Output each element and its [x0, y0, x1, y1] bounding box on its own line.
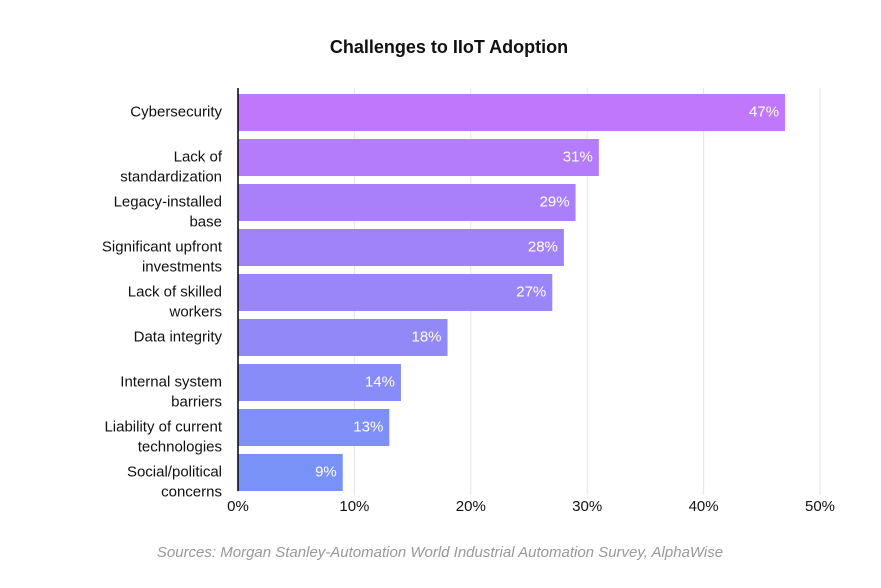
- value-label: 31%: [563, 148, 593, 165]
- y-tick-label: Data integrity: [134, 328, 223, 345]
- y-tick-label: Social/political concerns: [127, 463, 222, 500]
- x-tick-label: 50%: [805, 498, 835, 515]
- y-tick-label: Lack of skilled workers: [128, 283, 222, 320]
- value-label: 13%: [353, 418, 383, 435]
- y-tick-label: Significant upfront investments: [102, 238, 223, 275]
- y-tick-label: Lack of standardization: [120, 148, 223, 185]
- bar: [238, 409, 390, 446]
- y-tick-label: Liability of current technologies: [104, 418, 222, 455]
- source-note: Sources: Morgan Stanley-Automation World…: [157, 544, 723, 561]
- value-label: 14%: [365, 373, 395, 390]
- bar: [238, 94, 786, 131]
- bar: [238, 139, 599, 176]
- bar: [238, 184, 576, 221]
- bar: [238, 229, 564, 266]
- bar: [238, 364, 401, 401]
- x-tick-label: 20%: [456, 498, 486, 515]
- value-label: 47%: [749, 103, 779, 120]
- y-tick-label: Internal system barriers: [120, 373, 222, 410]
- x-tick-label: 30%: [572, 498, 602, 515]
- x-tick-label: 0%: [227, 498, 249, 515]
- bar: [238, 319, 448, 356]
- x-tick-label: 40%: [689, 498, 719, 515]
- chart-title: Challenges to IIoT Adoption: [330, 37, 568, 57]
- bar: [238, 274, 553, 311]
- y-tick-label: Cybersecurity: [130, 103, 222, 120]
- value-label: 9%: [315, 463, 337, 480]
- value-label: 27%: [516, 283, 546, 300]
- value-label: 29%: [540, 193, 570, 210]
- y-tick-label: Legacy-installed base: [114, 193, 222, 230]
- value-label: 18%: [411, 328, 441, 345]
- x-tick-label: 10%: [339, 498, 369, 515]
- bar: [238, 454, 343, 491]
- value-label: 28%: [528, 238, 558, 255]
